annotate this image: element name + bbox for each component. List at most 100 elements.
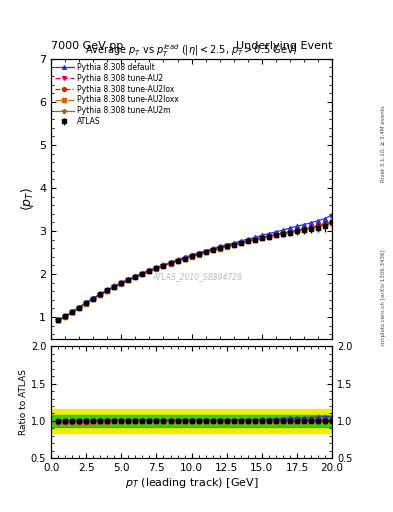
Pythia 8.308 tune-AU2m bbox=[147, 267, 152, 273]
Pythia 8.308 tune-AU2m bbox=[274, 231, 278, 238]
Pythia 8.308 tune-AU2m bbox=[112, 284, 117, 290]
Pythia 8.308 default bbox=[189, 252, 194, 258]
Pythia 8.308 tune-AU2m bbox=[189, 253, 194, 259]
Pythia 8.308 tune-AU2loxx bbox=[70, 309, 75, 315]
Pythia 8.308 tune-AU2 bbox=[217, 245, 222, 251]
Pythia 8.308 tune-AU2loxx bbox=[126, 278, 131, 284]
Pythia 8.308 tune-AU2m bbox=[161, 262, 166, 268]
Pythia 8.308 default bbox=[239, 238, 243, 244]
Pythia 8.308 tune-AU2lox bbox=[126, 277, 131, 283]
Pythia 8.308 tune-AU2loxx bbox=[302, 227, 307, 233]
Y-axis label: $\langle p_T \rangle$: $\langle p_T \rangle$ bbox=[19, 186, 36, 211]
Pythia 8.308 tune-AU2 bbox=[98, 292, 103, 298]
Pythia 8.308 tune-AU2lox bbox=[330, 219, 334, 225]
Pythia 8.308 tune-AU2m bbox=[316, 223, 320, 229]
Pythia 8.308 tune-AU2lox bbox=[70, 309, 75, 315]
Pythia 8.308 tune-AU2m bbox=[288, 229, 292, 235]
Pythia 8.308 tune-AU2 bbox=[239, 240, 243, 246]
Pythia 8.308 tune-AU2loxx bbox=[91, 296, 95, 303]
Pythia 8.308 tune-AU2m bbox=[70, 309, 75, 315]
Pythia 8.308 tune-AU2loxx bbox=[189, 254, 194, 260]
Pythia 8.308 tune-AU2loxx bbox=[224, 244, 229, 250]
Pythia 8.308 tune-AU2loxx bbox=[161, 263, 166, 269]
Pythia 8.308 tune-AU2lox bbox=[252, 237, 257, 243]
Pythia 8.308 tune-AU2m bbox=[91, 295, 95, 302]
Pythia 8.308 tune-AU2lox bbox=[239, 240, 243, 246]
Pythia 8.308 tune-AU2m bbox=[63, 313, 68, 319]
Pythia 8.308 tune-AU2lox bbox=[189, 253, 194, 260]
Pythia 8.308 tune-AU2loxx bbox=[105, 288, 110, 294]
Pythia 8.308 tune-AU2m bbox=[84, 300, 88, 306]
Line: Pythia 8.308 tune-AU2m: Pythia 8.308 tune-AU2m bbox=[55, 219, 335, 323]
Pythia 8.308 default bbox=[119, 280, 124, 286]
Pythia 8.308 default bbox=[245, 236, 250, 242]
Pythia 8.308 tune-AU2loxx bbox=[133, 274, 138, 281]
Pythia 8.308 tune-AU2 bbox=[175, 258, 180, 264]
Pythia 8.308 default bbox=[63, 313, 68, 319]
Pythia 8.308 tune-AU2loxx bbox=[140, 271, 145, 278]
Pythia 8.308 tune-AU2 bbox=[70, 309, 75, 315]
Pythia 8.308 tune-AU2lox bbox=[77, 305, 82, 311]
Pythia 8.308 tune-AU2 bbox=[203, 249, 208, 255]
Pythia 8.308 default bbox=[323, 216, 327, 222]
Pythia 8.308 tune-AU2loxx bbox=[239, 240, 243, 246]
Pythia 8.308 tune-AU2 bbox=[91, 296, 95, 302]
Pythia 8.308 tune-AU2m bbox=[224, 243, 229, 249]
Pythia 8.308 tune-AU2 bbox=[316, 223, 320, 229]
Pythia 8.308 tune-AU2m bbox=[56, 317, 61, 323]
Pythia 8.308 tune-AU2loxx bbox=[196, 251, 201, 258]
Pythia 8.308 default bbox=[259, 232, 264, 239]
Pythia 8.308 tune-AU2m bbox=[126, 276, 131, 283]
Pythia 8.308 tune-AU2 bbox=[56, 317, 61, 324]
Pythia 8.308 tune-AU2 bbox=[168, 260, 173, 266]
Pythia 8.308 tune-AU2loxx bbox=[281, 231, 285, 237]
Pythia 8.308 tune-AU2loxx bbox=[77, 305, 82, 311]
Pythia 8.308 default bbox=[168, 259, 173, 265]
Pythia 8.308 tune-AU2 bbox=[77, 305, 82, 311]
Pythia 8.308 tune-AU2lox bbox=[175, 258, 180, 264]
Pythia 8.308 tune-AU2m bbox=[140, 270, 145, 276]
Pythia 8.308 default bbox=[112, 283, 117, 289]
Pythia 8.308 default bbox=[56, 317, 61, 323]
Pythia 8.308 default bbox=[196, 250, 201, 256]
Pythia 8.308 default bbox=[77, 304, 82, 310]
Pythia 8.308 tune-AU2m bbox=[105, 287, 110, 293]
Pythia 8.308 default bbox=[175, 257, 180, 263]
Pythia 8.308 tune-AU2lox bbox=[309, 225, 313, 231]
Pythia 8.308 tune-AU2m bbox=[182, 255, 187, 261]
Line: Pythia 8.308 tune-AU2loxx: Pythia 8.308 tune-AU2loxx bbox=[56, 221, 334, 323]
Pythia 8.308 default bbox=[252, 234, 257, 241]
Pythia 8.308 default bbox=[126, 276, 131, 282]
Pythia 8.308 tune-AU2m bbox=[119, 280, 124, 286]
Pythia 8.308 tune-AU2 bbox=[147, 268, 152, 274]
Pythia 8.308 tune-AU2lox bbox=[140, 271, 145, 277]
Text: 7000 GeV pp: 7000 GeV pp bbox=[51, 41, 123, 51]
Pythia 8.308 tune-AU2m bbox=[245, 238, 250, 244]
Text: ATLAS_2010_S8894728: ATLAS_2010_S8894728 bbox=[152, 272, 242, 282]
Pythia 8.308 tune-AU2lox bbox=[323, 222, 327, 228]
Pythia 8.308 tune-AU2 bbox=[309, 224, 313, 230]
Pythia 8.308 tune-AU2m bbox=[259, 234, 264, 241]
Pythia 8.308 default bbox=[147, 267, 152, 273]
Pythia 8.308 tune-AU2m bbox=[231, 241, 236, 247]
Text: mcplots.cern.ch [arXiv:1306.3436]: mcplots.cern.ch [arXiv:1306.3436] bbox=[381, 249, 386, 345]
Pythia 8.308 tune-AU2loxx bbox=[112, 284, 117, 290]
Pythia 8.308 tune-AU2 bbox=[161, 263, 166, 269]
Pythia 8.308 tune-AU2lox bbox=[112, 284, 117, 290]
Pythia 8.308 tune-AU2lox bbox=[210, 247, 215, 253]
Pythia 8.308 tune-AU2m bbox=[252, 236, 257, 242]
Pythia 8.308 tune-AU2lox bbox=[84, 300, 88, 306]
Legend: Pythia 8.308 default, Pythia 8.308 tune-AU2, Pythia 8.308 tune-AU2lox, Pythia 8.: Pythia 8.308 default, Pythia 8.308 tune-… bbox=[53, 61, 180, 128]
Pythia 8.308 tune-AU2loxx bbox=[203, 249, 208, 255]
Pythia 8.308 tune-AU2lox bbox=[56, 317, 61, 324]
Title: Average $p_T$ vs $p_T^{lead}$ ($|\eta| < 2.5$, $p_T > 0.5$ GeV): Average $p_T$ vs $p_T^{lead}$ ($|\eta| <… bbox=[85, 42, 298, 59]
Pythia 8.308 tune-AU2lox bbox=[231, 242, 236, 248]
Text: Rivet 3.1.10, ≥ 3.4M events: Rivet 3.1.10, ≥ 3.4M events bbox=[381, 105, 386, 182]
Pythia 8.308 tune-AU2m bbox=[239, 240, 243, 246]
Pythia 8.308 tune-AU2 bbox=[119, 281, 124, 287]
Pythia 8.308 tune-AU2loxx bbox=[245, 238, 250, 244]
Pythia 8.308 default bbox=[295, 223, 299, 229]
Pythia 8.308 tune-AU2m bbox=[77, 305, 82, 311]
Pythia 8.308 tune-AU2lox bbox=[119, 281, 124, 287]
Pythia 8.308 tune-AU2lox bbox=[147, 268, 152, 274]
